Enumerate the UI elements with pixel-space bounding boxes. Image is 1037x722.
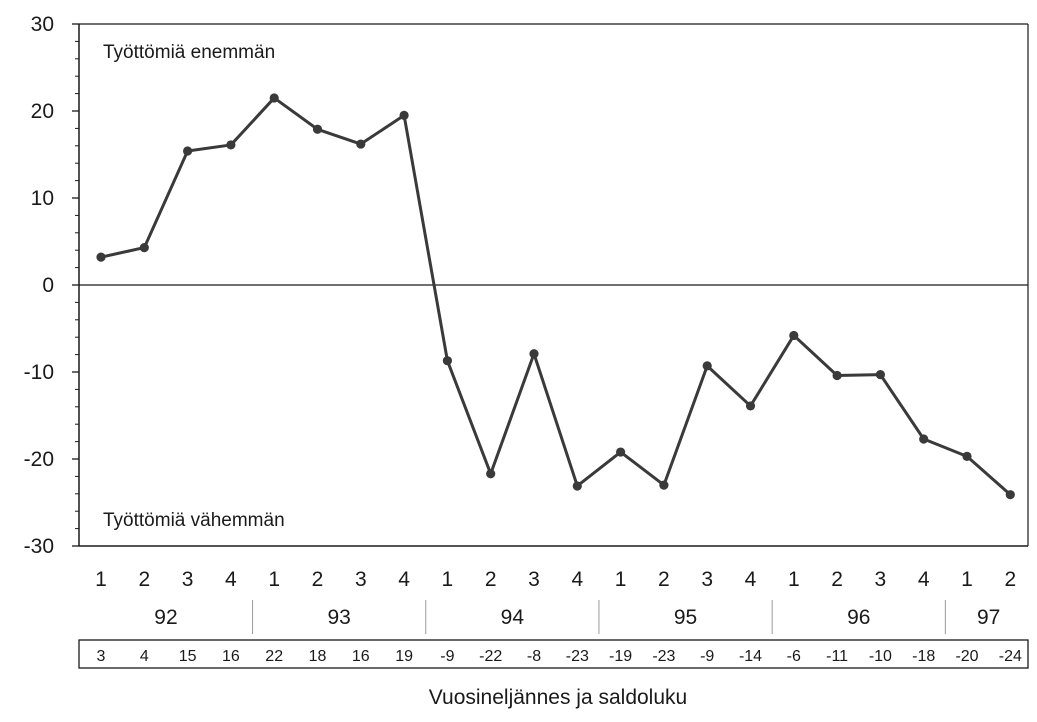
balance-label: 16 — [222, 648, 240, 665]
data-point — [183, 146, 193, 156]
quarter-label: 1 — [95, 568, 107, 591]
data-point — [442, 356, 452, 366]
x-axis-balance-row: 3 4 15 16 22 18 16 19 -9 -22 -8 -23 -19 -23 -9 -14 -6 -11… — [78, 639, 1029, 669]
balance-label: 15 — [179, 648, 197, 665]
quarter-label: 1 — [788, 568, 800, 591]
quarter-label: 2 — [138, 568, 150, 591]
data-point — [616, 447, 626, 457]
year-label: 97 — [977, 606, 1000, 629]
balance-label: -24 — [999, 648, 1022, 665]
balance-label: -10 — [869, 648, 892, 665]
balance-label: 4 — [140, 648, 149, 665]
balance-label: 16 — [352, 648, 370, 665]
data-point — [832, 370, 842, 381]
plot-frame — [78, 23, 1029, 547]
data-point — [226, 140, 236, 150]
data-point — [572, 481, 582, 491]
series-line — [96, 93, 1015, 500]
balance-label: -8 — [527, 648, 541, 665]
balance-label: -6 — [787, 648, 801, 665]
x-axis-quarter-labels: 1 2 3 4 1 2 3 4 1 2 3 4 1 2 3 4 1 2 3 4 1 2 — [95, 568, 1016, 591]
data-point — [139, 242, 149, 253]
x-axis-year-row: 92 93 94 95 96 97 — [154, 600, 1000, 634]
year-label: 92 — [154, 606, 177, 629]
quarter-label: 1 — [615, 568, 627, 591]
y-tick-label: 0 — [42, 274, 54, 297]
quarter-label: 3 — [875, 568, 887, 591]
quarter-label: 1 — [961, 568, 973, 591]
balance-label: -18 — [912, 648, 935, 665]
balance-label: -14 — [739, 648, 762, 665]
balance-label: 22 — [265, 648, 283, 665]
y-tick-label: -10 — [24, 361, 54, 384]
balance-label: -9 — [440, 648, 454, 665]
balance-label: -20 — [955, 648, 978, 665]
quarter-label: 3 — [528, 568, 540, 591]
data-point — [486, 469, 496, 479]
year-label: 94 — [501, 606, 525, 629]
quarter-label: 2 — [1004, 568, 1016, 591]
data-point — [1005, 490, 1015, 500]
quarter-label: 2 — [312, 568, 324, 591]
y-tick-label: 20 — [31, 100, 54, 123]
data-point — [269, 93, 279, 103]
data-point — [659, 480, 669, 490]
data-point — [919, 434, 929, 444]
data-point — [789, 330, 799, 341]
quarter-label: 2 — [658, 568, 670, 591]
y-axis: 30 20 10 0 -10 -20 -30 — [24, 13, 79, 558]
balance-row-box — [78, 639, 1029, 669]
quarter-label: 2 — [831, 568, 843, 591]
quarter-label: 4 — [745, 568, 757, 591]
data-point — [702, 361, 712, 371]
quarter-label: 3 — [701, 568, 713, 591]
balance-label: -22 — [479, 648, 502, 665]
balance-label: -23 — [566, 648, 589, 665]
quarter-label: 4 — [398, 568, 410, 591]
y-tick-label: -30 — [24, 535, 54, 558]
y-tick-label: 10 — [31, 187, 54, 210]
data-point — [875, 370, 886, 380]
quarter-label: 1 — [442, 568, 454, 591]
quarter-label: 2 — [485, 568, 497, 591]
annotation-fewer-unemployed: Työttömiä vähemmän — [103, 510, 285, 531]
data-point — [96, 252, 106, 262]
year-label: 96 — [847, 606, 870, 629]
quarter-label: 3 — [355, 568, 367, 591]
balance-label: 19 — [395, 648, 413, 665]
x-axis-title: Vuosineljännes ja saldoluku — [429, 686, 687, 709]
balance-label: 18 — [309, 648, 327, 665]
quarter-label: 4 — [225, 568, 237, 591]
data-point — [399, 110, 409, 120]
balance-label: -19 — [609, 648, 632, 665]
year-label: 93 — [327, 606, 350, 629]
quarter-label: 4 — [571, 568, 583, 591]
y-tick-label: 30 — [31, 13, 54, 36]
quarter-label: 3 — [182, 568, 194, 591]
y-tick-label: -20 — [24, 448, 54, 471]
data-point — [356, 139, 366, 149]
data-point — [312, 124, 323, 134]
data-point — [745, 401, 756, 411]
balance-label: -11 — [826, 648, 848, 665]
balance-label: -23 — [652, 648, 675, 665]
balance-label: -9 — [700, 648, 714, 665]
balance-label: 3 — [97, 648, 106, 665]
annotation-more-unemployed: Työttömiä enemmän — [103, 42, 275, 63]
quarter-label: 1 — [268, 568, 280, 591]
data-point — [529, 349, 539, 359]
data-point — [962, 451, 972, 461]
series-path — [100, 96, 1012, 496]
year-label: 95 — [674, 606, 697, 629]
quarter-label: 4 — [918, 568, 930, 591]
